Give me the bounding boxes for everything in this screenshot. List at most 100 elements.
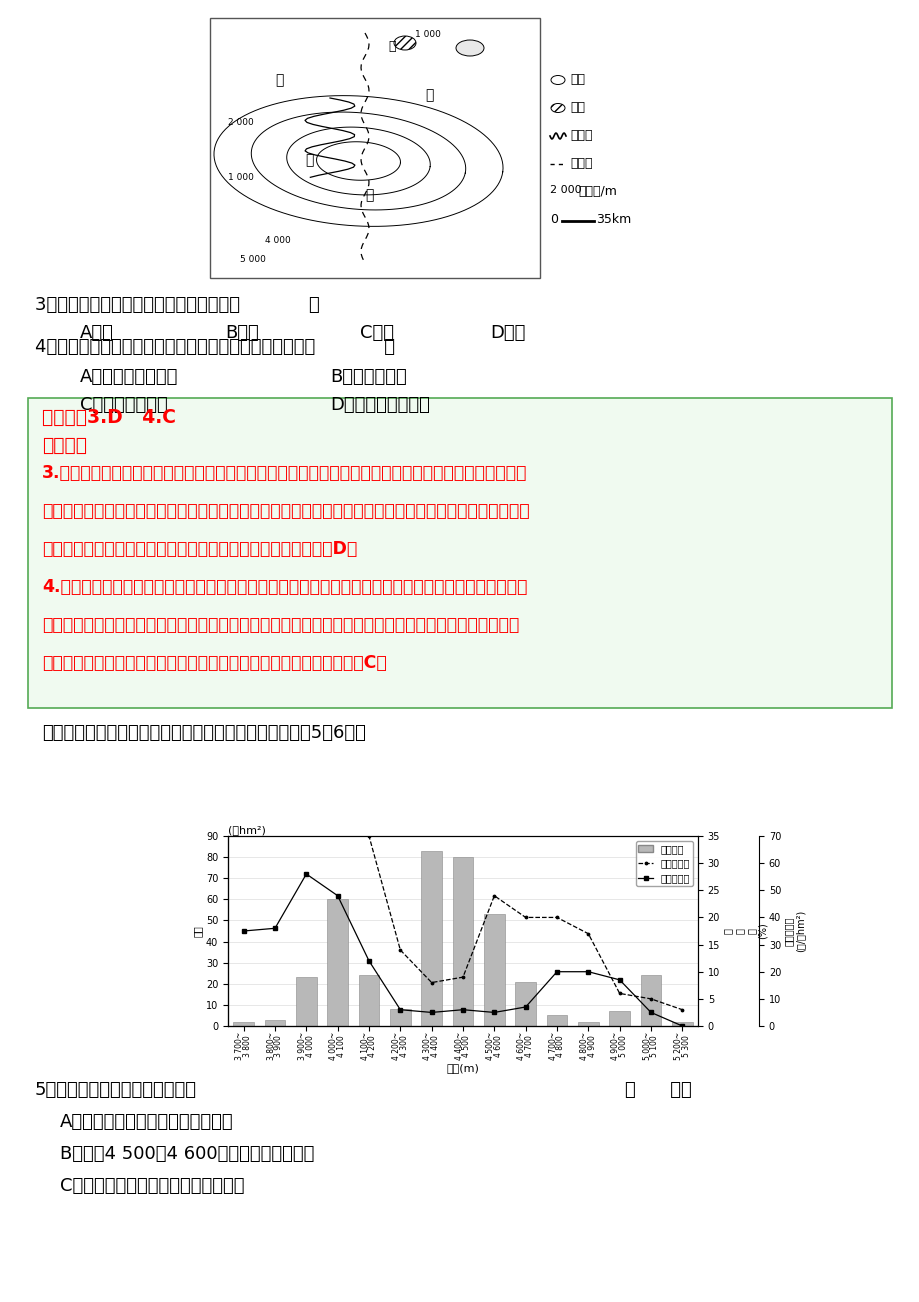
草地退化率 bbox=[332, 720, 343, 736]
Text: 3.土壤盐渍化是在气候比较干旱的地区，地下水位相对较高、地势低平，地下水水平排泄少，只能以垂直: 3.土壤盐渍化是在气候比较干旱的地区，地下水位相对较高、地势低平，地下水水平排泄… bbox=[42, 464, 527, 482]
Text: 乙: 乙 bbox=[365, 187, 373, 202]
Y-axis label: 面积: 面积 bbox=[193, 926, 203, 937]
Text: 35km: 35km bbox=[596, 214, 630, 227]
居民点密度 bbox=[550, 963, 562, 979]
Ellipse shape bbox=[550, 76, 564, 85]
Text: B．乙: B．乙 bbox=[225, 324, 258, 342]
Text: 时令河: 时令河 bbox=[570, 158, 592, 171]
草地退化率 bbox=[614, 986, 625, 1001]
Bar bbox=[577, 1022, 598, 1026]
草地退化率 bbox=[645, 991, 656, 1006]
居民点密度 bbox=[676, 1018, 687, 1034]
Text: 排泄为主要，也就是蒸发量大，从而导致地表盐分集聚，形成土壤盐渍化。图中各地中，丁地地势最低平，: 排泄为主要，也就是蒸发量大，从而导致地表盐分集聚，形成土壤盐渍化。图中各地中，丁… bbox=[42, 503, 529, 519]
Bar bbox=[210, 18, 539, 279]
Bar bbox=[265, 1019, 285, 1026]
Text: A．居民点密度越大草地退化率越高: A．居民点密度越大草地退化率越高 bbox=[60, 1113, 233, 1131]
Text: 4．如果乙地区大规模引水灌溉进行农业开发，将会导致（            ）: 4．如果乙地区大规模引水灌溉进行农业开发，将会导致（ ） bbox=[35, 339, 394, 355]
草地退化率 bbox=[269, 573, 280, 589]
Text: C．居民点密度越大草地退化面积越大: C．居民点密度越大草地退化面积越大 bbox=[60, 1177, 244, 1195]
Text: 冰川: 冰川 bbox=[570, 102, 584, 115]
Text: A．甲: A．甲 bbox=[80, 324, 114, 342]
Ellipse shape bbox=[393, 36, 415, 49]
Text: B．乙地区沙化: B．乙地区沙化 bbox=[330, 368, 406, 385]
居民点密度 bbox=[394, 1003, 405, 1018]
草地退化率 bbox=[394, 943, 405, 958]
Text: 4.如果乙地区大规模引水灌溉进行农业开发，对位于上游的甲地区植被没什么影响；引水灌溉不会导致乙: 4.如果乙地区大规模引水灌溉进行农业开发，对位于上游的甲地区植被没什么影响；引水… bbox=[42, 578, 527, 596]
草地退化率 bbox=[301, 655, 312, 671]
Bar bbox=[608, 1012, 630, 1026]
Bar bbox=[358, 975, 379, 1026]
居民点密度 bbox=[332, 888, 343, 904]
Text: 湖泊: 湖泊 bbox=[570, 73, 584, 86]
Line: 草地退化率: 草地退化率 bbox=[241, 578, 684, 1012]
居民点密度 bbox=[425, 1005, 437, 1021]
Text: 4 000: 4 000 bbox=[265, 236, 290, 245]
Text: 3．图示区域土壤盐渍化最严重的地区是（            ）: 3．图示区域土壤盐渍化最严重的地区是（ ） bbox=[35, 296, 320, 314]
Text: 下图为黄河源地区不同海拔的草地退化情况。读图，回答5～6题。: 下图为黄河源地区不同海拔的草地退化情况。读图，回答5～6题。 bbox=[42, 724, 366, 742]
Text: 地区沙化，只可能导致盐碱化；丙地区因上游甲地大规模引水灌溉将导致河流流量大量减少，甚至断流，: 地区沙化，只可能导致盐碱化；丙地区因上游甲地大规模引水灌溉将导致河流流量大量减少… bbox=[42, 616, 518, 634]
Bar bbox=[421, 850, 441, 1026]
居民点密度 bbox=[238, 923, 249, 939]
Bar bbox=[515, 982, 535, 1026]
草地退化率 bbox=[457, 969, 468, 984]
Bar bbox=[641, 975, 661, 1026]
Text: 甲: 甲 bbox=[275, 73, 283, 87]
Text: 1 000: 1 000 bbox=[228, 173, 254, 182]
Text: 2 000: 2 000 bbox=[228, 118, 254, 128]
Ellipse shape bbox=[456, 40, 483, 56]
Y-axis label: 居民点密度
(个/万hm²): 居民点密度 (个/万hm²) bbox=[783, 910, 805, 952]
Legend: 草地面积, 草地退化率, 居民点密度: 草地面积, 草地退化率, 居民点密度 bbox=[635, 841, 692, 887]
Bar bbox=[390, 1009, 410, 1026]
草地退化率 bbox=[488, 888, 499, 904]
Bar bbox=[296, 978, 316, 1026]
Y-axis label: 退
化
率
(%): 退 化 率 (%) bbox=[722, 923, 767, 939]
草地退化率 bbox=[676, 1003, 687, 1018]
草地退化率 bbox=[425, 975, 437, 991]
Text: 丁: 丁 bbox=[425, 89, 433, 102]
Text: （      ）。: （ ）。 bbox=[624, 1081, 691, 1099]
Bar bbox=[233, 1022, 254, 1026]
Text: 【解析】: 【解析】 bbox=[42, 436, 87, 454]
Bar bbox=[452, 857, 472, 1026]
Text: 常年河: 常年河 bbox=[570, 129, 592, 142]
Text: 5．黄河源地区草地退化的特点是: 5．黄河源地区草地退化的特点是 bbox=[35, 1081, 197, 1099]
Text: 2 000: 2 000 bbox=[550, 185, 581, 195]
Bar bbox=[28, 398, 891, 708]
Bar bbox=[483, 914, 504, 1026]
Text: C．丙: C．丙 bbox=[359, 324, 393, 342]
X-axis label: 海拔(m): 海拔(m) bbox=[446, 1064, 479, 1073]
Text: A．甲地区植被退化: A．甲地区植被退化 bbox=[80, 368, 178, 385]
Bar bbox=[672, 1022, 692, 1026]
Text: D．丁地区植被改善: D．丁地区植被改善 bbox=[330, 396, 429, 414]
居民点密度 bbox=[614, 973, 625, 988]
草地退化率 bbox=[519, 910, 530, 926]
Bar bbox=[546, 1016, 567, 1026]
Bar bbox=[327, 900, 347, 1026]
草地退化率 bbox=[238, 583, 249, 599]
居民点密度 bbox=[457, 1003, 468, 1018]
Text: 丙: 丙 bbox=[305, 154, 313, 167]
草地退化率 bbox=[363, 828, 374, 844]
Text: 丁: 丁 bbox=[388, 40, 395, 53]
草地退化率 bbox=[550, 910, 562, 926]
Text: 5 000: 5 000 bbox=[240, 255, 266, 264]
Text: 地表缺少，可能导致荒漠化；丁地区会变得更干旱，荒漠化加剧。故选C。: 地表缺少，可能导致荒漠化；丁地区会变得更干旱，荒漠化加剧。故选C。 bbox=[42, 654, 386, 672]
Text: (万hm²): (万hm²) bbox=[228, 825, 266, 835]
Text: 1 000: 1 000 bbox=[414, 30, 440, 39]
Text: D．丁: D．丁 bbox=[490, 324, 525, 342]
Line: 居民点密度: 居民点密度 bbox=[242, 872, 684, 1029]
居民点密度 bbox=[645, 1005, 656, 1021]
居民点密度 bbox=[301, 866, 312, 881]
Text: 等高线/m: 等高线/m bbox=[577, 185, 617, 198]
居民点密度 bbox=[488, 1005, 499, 1021]
Text: C．丙地区荒漠化: C．丙地区荒漠化 bbox=[80, 396, 167, 414]
Text: B．海拔4 500～4 600米的草地退化率最小: B．海拔4 500～4 600米的草地退化率最小 bbox=[60, 1144, 314, 1163]
居民点密度 bbox=[269, 921, 280, 936]
Text: 地下水位相对较高，有时令河，说明气候干旱、蒸发量大。故选D。: 地下水位相对较高，有时令河，说明气候干旱、蒸发量大。故选D。 bbox=[42, 540, 357, 559]
居民点密度 bbox=[582, 963, 593, 979]
草地退化率 bbox=[582, 926, 593, 941]
Text: 【答案】3.D   4.C: 【答案】3.D 4.C bbox=[42, 408, 176, 427]
居民点密度 bbox=[363, 953, 374, 969]
Text: 0: 0 bbox=[550, 214, 558, 227]
居民点密度 bbox=[519, 999, 530, 1014]
